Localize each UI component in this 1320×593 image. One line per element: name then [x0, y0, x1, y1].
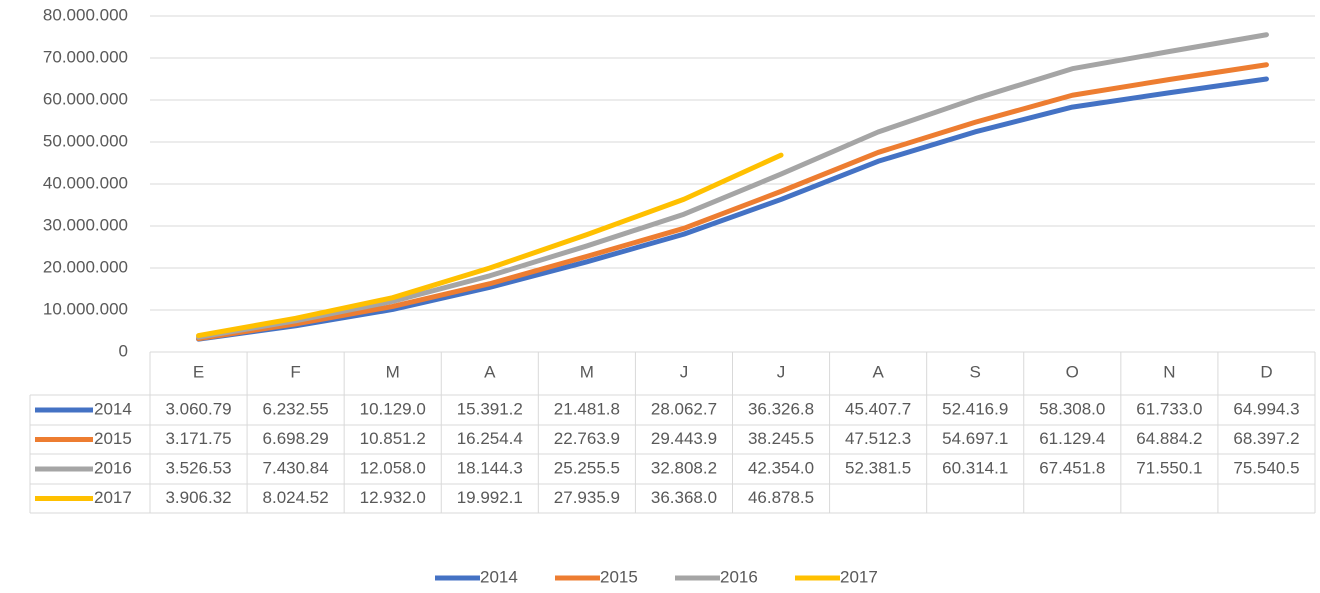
table-value: 67.451.8: [1039, 458, 1105, 477]
table-value: 29.443.9: [651, 429, 717, 448]
table-value: 6.232.55: [263, 399, 329, 418]
legend-label: 2015: [600, 567, 638, 586]
x-tick-label: M: [386, 362, 400, 381]
x-tick-label: O: [1066, 362, 1079, 381]
table-value: 16.254.4: [457, 429, 523, 448]
table-value: 25.255.5: [554, 458, 620, 477]
x-tick-label: S: [970, 362, 981, 381]
table-series-name: 2015: [94, 429, 132, 448]
x-tick-label: J: [777, 362, 786, 381]
table-value: 7.430.84: [263, 458, 329, 477]
table-value: 61.733.0: [1136, 399, 1202, 418]
x-tick-label: N: [1163, 362, 1175, 381]
table-value: 28.062.7: [651, 399, 717, 418]
series-line: [196, 32, 1269, 340]
table-value: 18.144.3: [457, 458, 523, 477]
table-value: 22.763.9: [554, 429, 620, 448]
table-value: 6.698.29: [263, 429, 329, 448]
table-value: 52.416.9: [942, 399, 1008, 418]
table-value: 46.878.5: [748, 488, 814, 507]
table-value: 60.314.1: [942, 458, 1008, 477]
y-tick-label: 70.000.000: [43, 47, 128, 66]
legend-label: 2017: [840, 567, 878, 586]
y-tick-label: 30.000.000: [43, 215, 128, 234]
y-tick-label: 20.000.000: [43, 257, 128, 276]
table-value: 3.526.53: [165, 458, 231, 477]
table-value: 45.407.7: [845, 399, 911, 418]
table-value: 64.994.3: [1233, 399, 1299, 418]
table-value: 12.932.0: [360, 488, 426, 507]
x-tick-label: J: [680, 362, 689, 381]
y-tick-label: 0: [119, 341, 128, 360]
table-value: 32.808.2: [651, 458, 717, 477]
table-value: 47.512.3: [845, 429, 911, 448]
table-value: 27.935.9: [554, 488, 620, 507]
table-value: 68.397.2: [1233, 429, 1299, 448]
table-value: 3.060.79: [165, 399, 231, 418]
legend-label: 2014: [480, 567, 518, 586]
series-line: [196, 62, 1269, 342]
y-tick-label: 40.000.000: [43, 173, 128, 192]
y-tick-label: 60.000.000: [43, 89, 128, 108]
table-value: 61.129.4: [1039, 429, 1105, 448]
legend-label: 2016: [720, 567, 758, 586]
table-value: 58.308.0: [1039, 399, 1105, 418]
x-tick-label: M: [580, 362, 594, 381]
table-value: 52.381.5: [845, 458, 911, 477]
table-value: 10.129.0: [360, 399, 426, 418]
table-value: 8.024.52: [263, 488, 329, 507]
x-tick-label: A: [872, 362, 884, 381]
x-tick-label: A: [484, 362, 496, 381]
table-value: 71.550.1: [1136, 458, 1202, 477]
series-line: [196, 152, 784, 339]
y-tick-label: 10.000.000: [43, 299, 128, 318]
table-value: 36.326.8: [748, 399, 814, 418]
table-value: 36.368.0: [651, 488, 717, 507]
table-value: 21.481.8: [554, 399, 620, 418]
y-tick-label: 50.000.000: [43, 131, 128, 150]
table-series-name: 2016: [94, 458, 132, 477]
table-value: 3.906.32: [165, 488, 231, 507]
table-value: 15.391.2: [457, 399, 523, 418]
y-tick-label: 80.000.000: [43, 5, 128, 24]
x-tick-label: D: [1260, 362, 1272, 381]
table-series-name: 2017: [94, 488, 132, 507]
x-tick-label: E: [193, 362, 204, 381]
table-value: 54.697.1: [942, 429, 1008, 448]
x-tick-label: F: [290, 362, 300, 381]
series-line: [196, 76, 1269, 342]
table-value: 64.884.2: [1136, 429, 1202, 448]
table-value: 75.540.5: [1233, 458, 1299, 477]
table-series-name: 2014: [94, 399, 132, 418]
table-value: 3.171.75: [165, 429, 231, 448]
table-value: 12.058.0: [360, 458, 426, 477]
table-value: 38.245.5: [748, 429, 814, 448]
table-value: 42.354.0: [748, 458, 814, 477]
table-value: 19.992.1: [457, 488, 523, 507]
table-value: 10.851.2: [360, 429, 426, 448]
